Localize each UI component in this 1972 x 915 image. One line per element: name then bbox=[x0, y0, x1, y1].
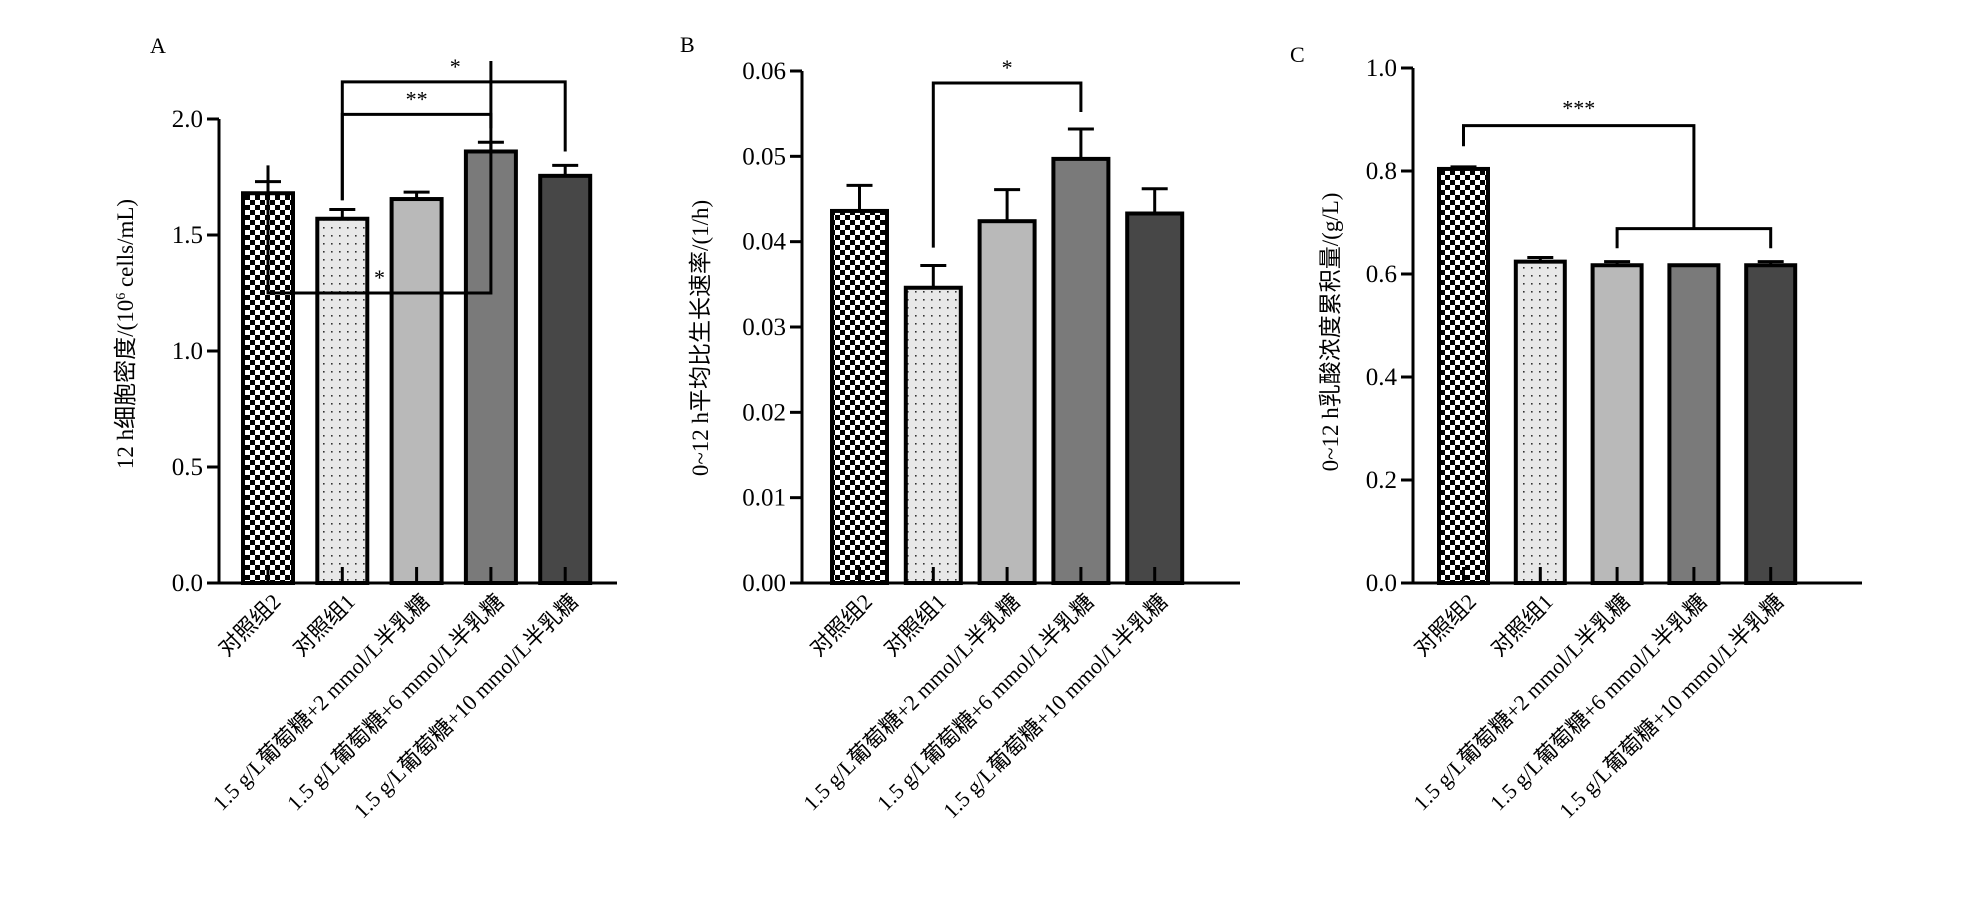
y-axis-title-a-sup: 6 bbox=[114, 293, 129, 300]
significance-label: *** bbox=[1562, 96, 1595, 121]
x-tick-label: 对照组1 bbox=[879, 589, 951, 661]
panel-b: B 0~12 h平均比生长速率/(1/h) 0.00 0.01 0.02 0.03 0.… bbox=[680, 32, 1240, 823]
y-tick-label: 1.5 bbox=[172, 222, 203, 249]
bars-a bbox=[241, 140, 593, 586]
y-tick-label: 1.0 bbox=[172, 338, 203, 365]
panel-letter-b: B bbox=[680, 32, 695, 57]
bar bbox=[1513, 259, 1567, 585]
y-axis-title-a-pre: 12 h细胞密度/(10 bbox=[113, 300, 138, 469]
x-tick-label: 对照组2 bbox=[805, 589, 877, 661]
y-tick-label: 0.2 bbox=[1366, 467, 1397, 494]
bar bbox=[315, 216, 370, 585]
y-tick-label: 2.0 bbox=[172, 106, 203, 133]
bar bbox=[1667, 263, 1721, 585]
bar bbox=[389, 197, 444, 585]
bar bbox=[977, 219, 1037, 585]
bar bbox=[538, 173, 593, 585]
bars-b bbox=[830, 127, 1185, 586]
y-axis-title-a-post: cells/mL) bbox=[113, 199, 138, 293]
significance-bracket bbox=[931, 81, 1083, 248]
y-axis-title-c: 0~12 h乳酸浓度累积量/(g/L) bbox=[1318, 193, 1343, 472]
panel-a: A 12 h细胞密度/(106 cells/mL) 0.0 0.5 1.0 1.5 2.… bbox=[113, 33, 617, 823]
y-tick-label: 0.05 bbox=[742, 143, 786, 170]
y-tick-label: 0.03 bbox=[742, 314, 786, 341]
significance-group-bracket bbox=[1615, 227, 1773, 249]
y-tick-label: 1.0 bbox=[1366, 55, 1397, 82]
x-tick-label: 对照组1 bbox=[1486, 589, 1558, 661]
bar bbox=[830, 208, 889, 586]
y-tick-label: 0.04 bbox=[742, 229, 786, 256]
x-tick-label: 对照组1 bbox=[288, 589, 360, 661]
panel-letter-a: A bbox=[150, 33, 166, 58]
y-axis-title-a: 12 h细胞密度/(106 cells/mL) bbox=[113, 199, 138, 469]
bar bbox=[1744, 263, 1798, 585]
bars-c bbox=[1437, 165, 1798, 585]
significance-a: **** bbox=[266, 54, 567, 295]
x-tick-label: 对照组2 bbox=[1409, 589, 1481, 661]
significance-label: * bbox=[1002, 55, 1013, 80]
y-tick-label: 0.4 bbox=[1366, 364, 1398, 391]
panel-c: C 0~12 h乳酸浓度累积量/(g/L) 0.0 0.2 0.4 0.6 0.8 1.0… bbox=[1290, 42, 1862, 823]
significance-label: ** bbox=[406, 86, 428, 111]
y-tick-label: 0.5 bbox=[172, 454, 203, 481]
y-tick-label: 0.01 bbox=[742, 485, 786, 512]
bar bbox=[1125, 211, 1185, 586]
significance-bracket bbox=[266, 61, 493, 295]
y-tick-label: 0.8 bbox=[1366, 158, 1397, 185]
y-tick-label: 0.0 bbox=[172, 570, 203, 597]
panel-letter-c: C bbox=[1290, 42, 1305, 67]
bar bbox=[1437, 166, 1490, 585]
significance-b: * bbox=[931, 55, 1083, 248]
significance-bracket bbox=[340, 80, 567, 201]
x-tick-label: 对照组2 bbox=[213, 589, 285, 661]
significance-label: * bbox=[450, 54, 461, 79]
bar bbox=[1590, 263, 1644, 585]
significance-label: * bbox=[374, 265, 385, 290]
significance-bracket bbox=[1462, 124, 1696, 229]
y-ticks-c: 0.0 0.2 0.4 0.6 0.8 1.0 bbox=[1366, 55, 1862, 597]
y-tick-label: 0.02 bbox=[742, 399, 786, 426]
y-tick-label: 0.0 bbox=[1366, 570, 1397, 597]
y-axis-title-b: 0~12 h平均比生长速率/(1/h) bbox=[688, 200, 713, 476]
y-tick-label: 0.00 bbox=[742, 570, 786, 597]
bar bbox=[903, 285, 963, 585]
y-tick-label: 0.6 bbox=[1366, 261, 1397, 288]
significance-c: *** bbox=[1462, 96, 1773, 249]
significance-bracket bbox=[340, 112, 493, 201]
y-tick-label: 0.06 bbox=[742, 58, 786, 85]
bar bbox=[1051, 156, 1111, 585]
